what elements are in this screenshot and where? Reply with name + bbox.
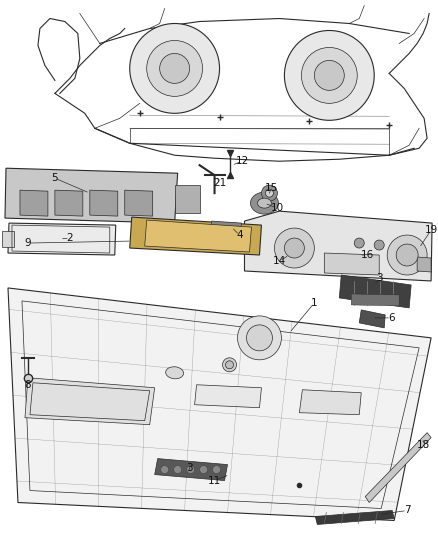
Ellipse shape [258, 198, 272, 208]
Text: 8: 8 [25, 379, 31, 390]
Polygon shape [25, 378, 155, 425]
Text: 1: 1 [311, 298, 318, 308]
Polygon shape [125, 190, 153, 216]
Polygon shape [55, 190, 83, 216]
Circle shape [247, 325, 272, 351]
Circle shape [387, 235, 427, 275]
Circle shape [200, 466, 208, 473]
Polygon shape [2, 231, 14, 247]
Ellipse shape [226, 361, 233, 369]
Text: 15: 15 [265, 183, 278, 193]
Polygon shape [8, 288, 431, 520]
Polygon shape [324, 253, 379, 275]
Text: 10: 10 [271, 203, 284, 213]
Circle shape [265, 189, 273, 197]
Circle shape [354, 238, 364, 248]
Polygon shape [417, 257, 431, 272]
Polygon shape [194, 385, 261, 408]
Polygon shape [130, 217, 261, 255]
Circle shape [161, 466, 169, 473]
Polygon shape [8, 223, 116, 255]
Circle shape [301, 47, 357, 103]
Text: 12: 12 [236, 156, 249, 166]
Polygon shape [300, 390, 361, 415]
Circle shape [314, 60, 344, 91]
Circle shape [284, 238, 304, 258]
Text: 3: 3 [186, 463, 193, 473]
Polygon shape [209, 221, 241, 240]
Polygon shape [315, 511, 394, 524]
Polygon shape [155, 458, 227, 481]
Circle shape [237, 316, 281, 360]
Text: 5: 5 [52, 173, 58, 183]
Text: 3: 3 [376, 273, 382, 283]
Polygon shape [145, 220, 251, 252]
Text: 11: 11 [208, 475, 221, 486]
Ellipse shape [223, 358, 237, 372]
Ellipse shape [166, 367, 184, 379]
Text: 14: 14 [273, 256, 286, 266]
Text: 19: 19 [424, 225, 438, 235]
Text: 16: 16 [360, 250, 374, 260]
Circle shape [396, 244, 418, 266]
Circle shape [160, 53, 190, 83]
Ellipse shape [251, 192, 279, 214]
Polygon shape [5, 168, 178, 223]
Circle shape [147, 41, 203, 96]
Circle shape [261, 185, 277, 201]
Circle shape [275, 228, 314, 268]
Text: 4: 4 [236, 230, 243, 240]
Text: 2: 2 [67, 233, 73, 243]
Circle shape [374, 240, 384, 250]
Polygon shape [175, 185, 200, 213]
Circle shape [187, 466, 194, 473]
Polygon shape [339, 275, 411, 308]
Polygon shape [90, 190, 118, 216]
Text: 9: 9 [25, 238, 31, 248]
Polygon shape [20, 190, 48, 216]
Circle shape [212, 466, 221, 473]
Polygon shape [244, 211, 432, 281]
Text: 21: 21 [213, 178, 226, 188]
Polygon shape [365, 433, 431, 503]
Polygon shape [351, 294, 399, 306]
Circle shape [130, 23, 219, 114]
Text: 7: 7 [404, 505, 410, 515]
Circle shape [284, 30, 374, 120]
Circle shape [173, 466, 182, 473]
Polygon shape [359, 310, 385, 328]
Text: 18: 18 [417, 440, 430, 450]
Text: 6: 6 [388, 313, 395, 323]
